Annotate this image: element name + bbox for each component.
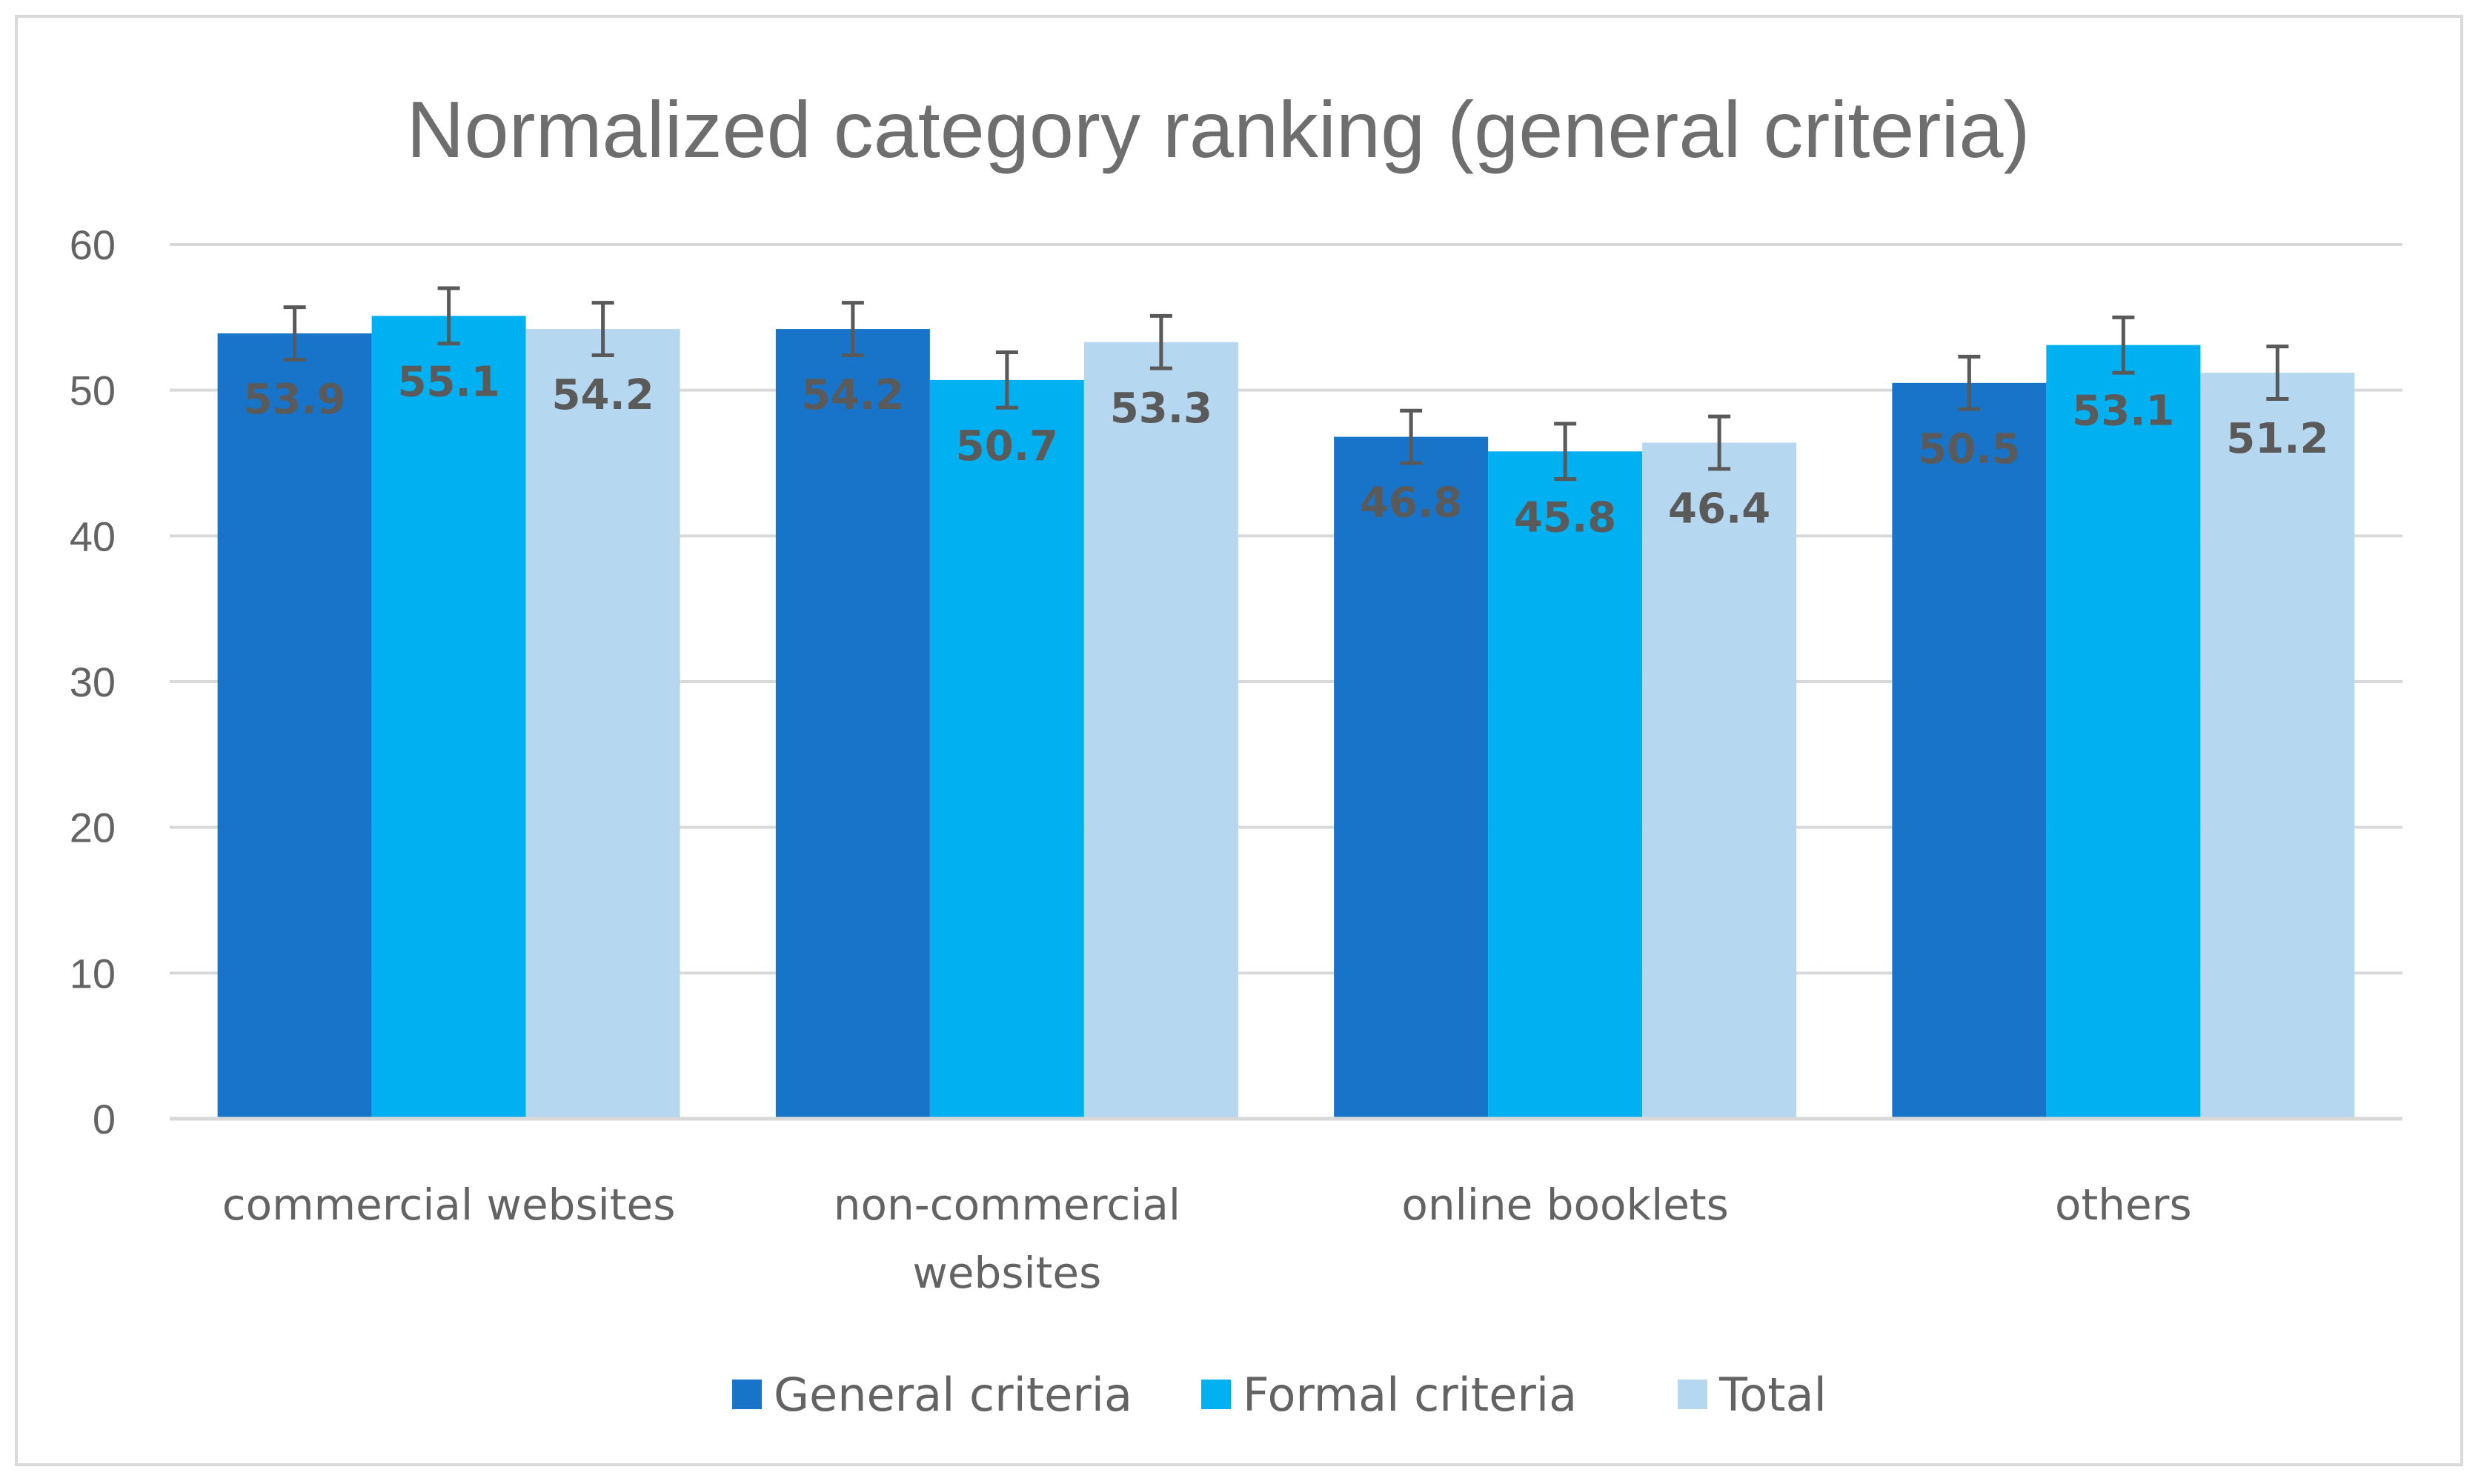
y-tick-label: 40 [70, 513, 116, 559]
bar-formal-criteria [2046, 345, 2201, 1119]
y-tick-label: 0 [93, 1096, 116, 1142]
bar-total [2200, 373, 2355, 1119]
legend: General criteria Formal criteria Total [732, 1368, 1827, 1422]
bar-general-criteria [775, 329, 930, 1119]
data-label: 50.7 [956, 422, 1058, 470]
bar-total [1083, 342, 1238, 1119]
chart-frame: Normalized category ranking (general cri… [15, 15, 2463, 1466]
data-label: 46.4 [1668, 485, 1770, 533]
data-label: 51.2 [2226, 415, 2328, 463]
x-tick-label: non-commercial [834, 1179, 1180, 1230]
bar-general-criteria [217, 333, 372, 1119]
legend-swatch [732, 1380, 762, 1409]
bar-formal-criteria [929, 379, 1084, 1119]
bar-formal-criteria [371, 316, 526, 1119]
data-label: 50.5 [1918, 425, 2020, 473]
y-tick-label: 20 [70, 805, 116, 851]
error-bars [283, 286, 2289, 482]
x-tick-label: others [2055, 1179, 2192, 1230]
y-tick-label: 60 [70, 222, 116, 268]
chart-svg: Normalized category ranking (general cri… [70, 84, 2402, 1422]
y-tick-label: 10 [70, 950, 116, 996]
data-label: 54.2 [802, 371, 904, 419]
legend-swatch [1201, 1380, 1231, 1409]
bar-general-criteria [1334, 436, 1489, 1119]
bar-total [525, 329, 680, 1119]
bars [217, 316, 2355, 1119]
data-label: 46.8 [1360, 479, 1462, 528]
x-tick-label: websites [912, 1248, 1101, 1298]
chart-title: Normalized category ranking (general cri… [407, 84, 2030, 174]
data-label: 53.1 [2072, 387, 2174, 436]
y-tick-label: 50 [70, 367, 116, 414]
x-tick-label: commercial websites [222, 1179, 676, 1230]
y-axis-ticks: 0 10 20 30 40 50 60 [70, 222, 116, 1142]
x-tick-label: online booklets [1401, 1179, 1729, 1230]
legend-label: Total [1718, 1368, 1827, 1422]
data-label: 53.3 [1110, 385, 1212, 433]
legend-swatch [1678, 1380, 1707, 1409]
data-label: 45.8 [1514, 493, 1616, 542]
x-axis-ticks: commercial websites non-commercial website… [222, 1179, 2192, 1298]
legend-label: Formal criteria [1243, 1368, 1577, 1422]
data-label: 54.2 [552, 371, 654, 419]
data-labels: 53.9 55.1 54.2 54.2 50.7 53.3 46.8 45.8 46.4 50.5… [244, 358, 2329, 542]
legend-label: General criteria [774, 1368, 1132, 1422]
data-label: 53.9 [244, 376, 346, 424]
data-label: 55.1 [398, 358, 500, 406]
y-tick-label: 30 [70, 659, 116, 705]
bar-formal-criteria [1488, 451, 1643, 1119]
bar-total [1642, 442, 1797, 1119]
bar-general-criteria [1892, 382, 2047, 1119]
